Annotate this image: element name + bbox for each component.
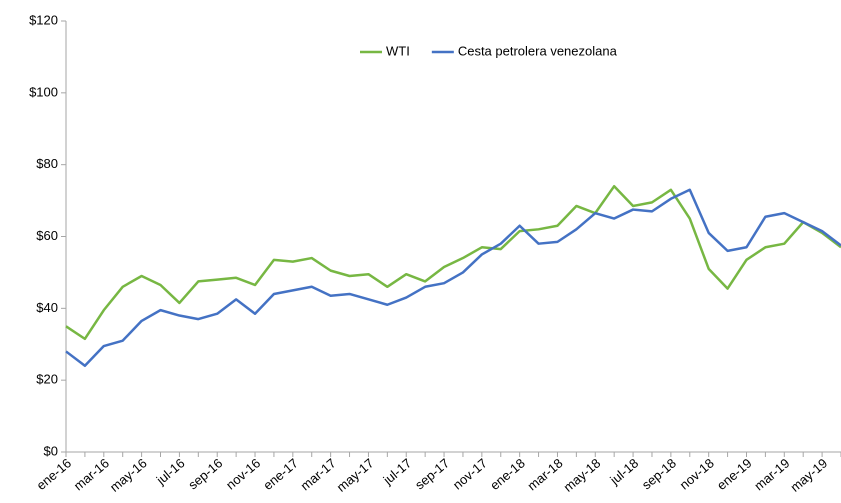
x-tick-label: ene-19 [714,455,755,493]
x-tick-label: mar-16 [71,455,112,493]
y-tick-label: $80 [36,156,58,171]
x-tick-label: mar-19 [751,455,792,493]
series-line [65,188,841,368]
x-tick-label: may-19 [787,455,830,494]
x-tick-label: may-18 [561,455,604,494]
x-tick-label: sep-16 [185,455,225,492]
x-tick-label: may-17 [334,455,377,494]
x-tick-label: sep-18 [639,455,679,492]
x-tick-label: jul-17 [380,455,415,488]
legend-label: Cesta petrolera venezolana [458,43,618,58]
y-tick-label: $20 [36,372,58,387]
x-tick-label: mar-18 [524,455,565,493]
x-tick-label: ene-17 [260,455,301,493]
x-tick-label: nov-18 [677,455,717,492]
series-line [65,184,841,341]
x-tick-label: sep-17 [412,455,452,492]
x-tick-label: jul-16 [153,455,188,488]
x-tick-label: mar-17 [298,455,339,493]
y-tick-label: $120 [29,12,58,27]
x-tick-label: jul-18 [606,455,641,488]
x-tick-label: nov-16 [223,455,263,492]
y-tick-label: $40 [36,300,58,315]
x-tick-label: ene-16 [33,455,74,493]
legend-label: WTI [386,43,410,58]
x-tick-label: ene-18 [487,455,528,493]
y-tick-label: $0 [44,443,58,458]
y-tick-label: $100 [29,84,58,99]
x-tick-label: may-16 [107,455,150,494]
x-tick-label: nov-17 [450,455,490,492]
y-tick-label: $60 [36,228,58,243]
